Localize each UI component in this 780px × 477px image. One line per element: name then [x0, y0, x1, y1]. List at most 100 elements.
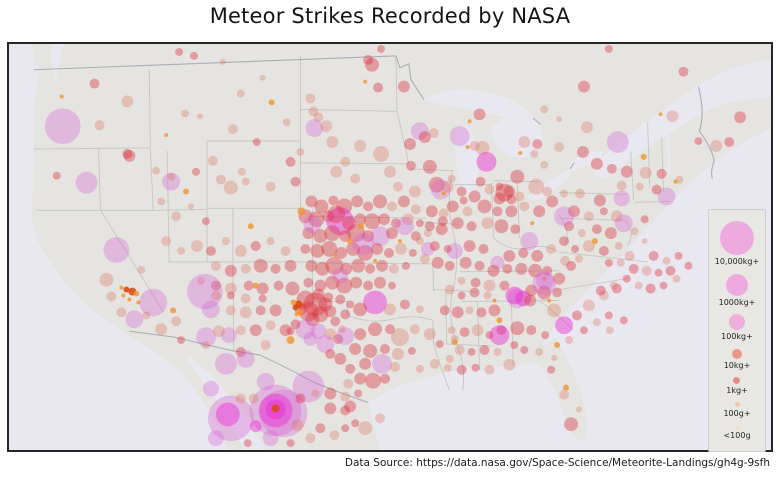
meteor-bubble — [415, 219, 424, 228]
meteor-bubble — [499, 280, 510, 291]
meteor-bubble — [265, 181, 276, 192]
meteor-bubble — [255, 305, 266, 316]
meteor-bubble — [342, 216, 357, 231]
meteor-bubble — [241, 177, 250, 186]
meteor-bubble — [415, 237, 424, 246]
meteor-bubble — [384, 303, 396, 316]
meteor-bubble — [576, 406, 582, 413]
meteor-bubble — [347, 238, 354, 245]
gulf-of-california — [187, 356, 265, 450]
meteor-bubble — [240, 263, 251, 274]
meteor-bubble — [591, 238, 598, 245]
lake-champlain — [666, 134, 671, 173]
meteor-bubble — [397, 239, 402, 244]
meteor-bubble — [380, 344, 390, 354]
meteor-bubble — [518, 150, 523, 155]
meteor-bubble — [375, 413, 386, 424]
meteor-bubble — [388, 281, 396, 290]
meteor-bubble — [540, 105, 549, 114]
meteor-bubble — [376, 259, 389, 272]
meteor-bubble — [248, 393, 259, 404]
meteor-bubble — [526, 325, 537, 336]
meteor-bubble — [351, 419, 360, 428]
meteor-bubble — [551, 354, 558, 361]
meteor-bubble — [446, 243, 463, 259]
meteor-bubble — [459, 256, 472, 269]
meteor-bubble — [247, 223, 254, 230]
meteor-bubble — [507, 288, 528, 309]
meteor-bubble — [478, 244, 489, 254]
meteor-bubble — [394, 243, 407, 255]
meteor-bubble — [457, 291, 466, 300]
meteor-bubble — [224, 282, 237, 295]
meteor-bubble — [359, 357, 372, 370]
meteor-bubble — [678, 66, 689, 77]
meteor-bubble — [537, 285, 552, 300]
meteor-bubble — [444, 284, 455, 295]
meteor-bubble — [354, 213, 367, 226]
meteor-bubble — [604, 44, 613, 53]
meteor-bubble — [338, 325, 347, 334]
meteor-bubble — [524, 294, 537, 307]
legend-size-circle — [734, 402, 740, 408]
meteor-bubble — [553, 272, 566, 285]
meteor-bubble — [313, 229, 328, 244]
meteor-bubble — [312, 288, 325, 301]
meteor-bubble — [224, 264, 237, 277]
map-canvas — [9, 44, 771, 450]
meteor-bubble — [401, 213, 414, 226]
meteor-bubble — [371, 243, 384, 255]
meteor-bubble — [223, 180, 238, 195]
meteor-bubble — [583, 211, 594, 222]
meteor-bubble — [358, 223, 365, 230]
meteor-bubble — [365, 372, 382, 389]
meteor-bubble — [352, 233, 375, 255]
meteor-bubble — [325, 275, 340, 290]
meteor-bubble — [710, 140, 723, 152]
meteor-bubble — [530, 221, 535, 226]
vancouver-island — [31, 44, 54, 72]
meteor-bubble — [605, 326, 614, 335]
meteor-bubble — [258, 294, 267, 303]
meteor-bubble — [235, 347, 246, 357]
meteor-bubble — [476, 151, 497, 172]
meteor-bubble — [384, 165, 396, 178]
meteor-bubble — [481, 217, 494, 230]
meteor-bubble — [302, 227, 315, 240]
meteor-bubble — [595, 285, 606, 296]
meteor-bubble — [197, 113, 203, 120]
meteor-bubble — [546, 195, 559, 208]
legend-size-circle — [720, 221, 754, 256]
meteor-bubble — [270, 263, 281, 274]
meteor-bubble — [373, 258, 378, 263]
meteor-bubble — [259, 74, 266, 81]
meteor-bubble — [593, 194, 606, 207]
meteor-bubble — [308, 106, 319, 117]
meteor-bubble — [515, 290, 532, 307]
meteor-bubble — [599, 207, 608, 216]
meteor-bubble — [429, 241, 440, 251]
meteor-bubble — [316, 335, 335, 353]
meteor-bubble — [235, 393, 246, 404]
meteor-bubble — [459, 196, 468, 205]
meteor-bubble — [542, 276, 547, 281]
meteor-bubble — [326, 136, 339, 148]
meteor-bubble — [724, 137, 735, 147]
st-lawrence-river — [593, 59, 771, 179]
meteor-bubble — [441, 191, 446, 196]
meteor-bubble — [457, 276, 466, 285]
meteor-bubble — [566, 260, 577, 271]
meteor-bubble — [502, 263, 513, 274]
meteor-bubble — [495, 182, 504, 191]
meteor-bubble — [181, 109, 190, 118]
chart-title: Meteor Strikes Recorded by NASA — [209, 4, 571, 28]
meteor-bubble — [654, 268, 663, 277]
meteor-bubble — [564, 417, 579, 432]
meteor-bubble — [341, 424, 350, 433]
meteor-bubble — [236, 89, 245, 98]
meteor-bubble — [183, 188, 190, 195]
meteor-bubble — [651, 184, 662, 195]
meteor-bubble — [424, 221, 435, 232]
meteor-bubble — [598, 290, 609, 301]
us-bubble-map: 10,000kg+ 1000kg+ 100kg+ 10kg+ 1kg+ 100g+ <100… — [7, 42, 773, 452]
